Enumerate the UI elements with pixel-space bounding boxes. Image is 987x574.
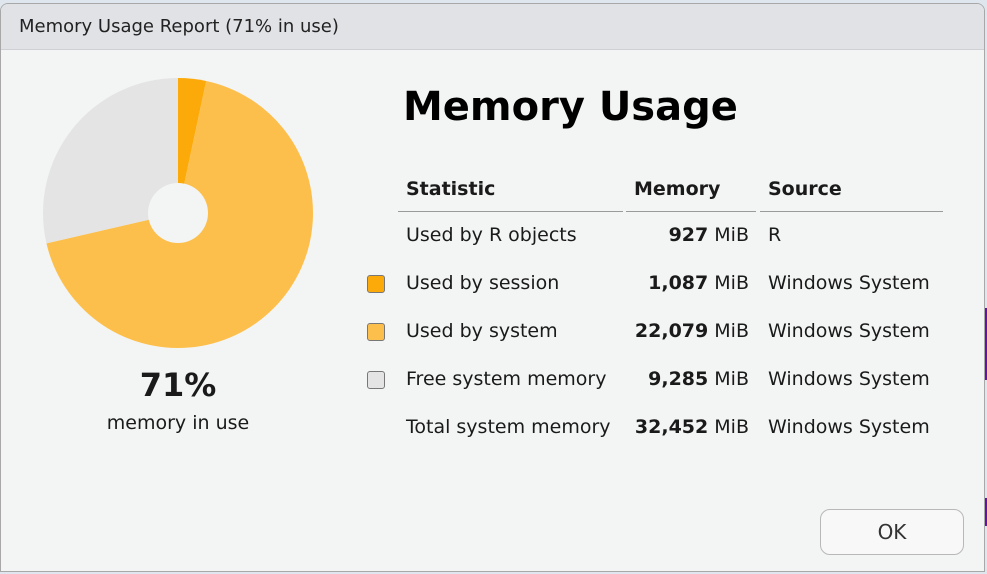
pie-slice-used-by-session [178,78,207,213]
memory-percent-label: memory in use [106,412,250,434]
statistic-cell: Used by session [406,272,560,294]
statistic-cell: Free system memory [406,368,607,390]
table-row: Used by R objects 927 MiB R [361,222,961,252]
table-row: Total system memory 32,452 MiB Windows Sys… [361,414,961,444]
source-cell: Windows System [768,320,930,342]
ok-button[interactable]: OK [820,509,964,555]
column-header-statistic: Statistic [398,178,623,212]
memory-percent: 71% [139,366,217,404]
memory-pie-chart [43,78,314,348]
pie-center-hole [148,183,208,243]
memory-unit: MiB [714,320,749,342]
memory-value: 9,285 [648,368,709,390]
memory-unit: MiB [714,416,749,438]
memory-unit: MiB [714,272,749,294]
source-cell: Windows System [768,416,930,438]
dialog-titlebar: Memory Usage Report (71% in use) [1,4,984,50]
legend-swatch [367,323,385,341]
table-row: Used by system 22,079 MiB Windows System [361,318,961,348]
source-cell: Windows System [768,272,930,294]
table-row: Free system memory 9,285 MiB Windows Syste… [361,366,961,396]
page-title: Memory Usage [403,84,738,130]
memory-value: 32,452 [634,416,709,438]
statistic-cell: Used by system [406,320,558,342]
memory-cell: 1,087 MiB [648,272,749,294]
source-cell: Windows System [768,368,930,390]
memory-cell: 32,452 MiB [635,416,749,438]
legend-swatch [367,371,385,389]
memory-cell: 927 MiB [669,224,749,246]
column-header-source: Source [760,178,943,212]
memory-usage-dialog: Memory Usage Report (71% in use) 71% mem… [0,3,985,572]
memory-value: 22,079 [634,320,709,342]
background-window-edge [984,308,987,380]
dialog-title: Memory Usage Report (71% in use) [19,16,339,37]
memory-unit: MiB [714,368,749,390]
statistic-cell: Used by R objects [406,224,577,246]
statistic-cell: Total system memory [406,416,611,438]
memory-cell: 9,285 MiB [648,368,749,390]
memory-value: 1,087 [648,272,709,294]
memory-unit: MiB [714,224,749,246]
memory-value: 927 [668,224,709,246]
legend-swatch [367,275,385,293]
source-cell: R [768,224,782,246]
column-header-memory: Memory [626,178,756,212]
pie-slice-free-system-memory [43,78,178,244]
background-window-edge [984,498,987,526]
memory-cell: 22,079 MiB [635,320,749,342]
table-row: Used by session 1,087 MiB Windows System [361,270,961,300]
